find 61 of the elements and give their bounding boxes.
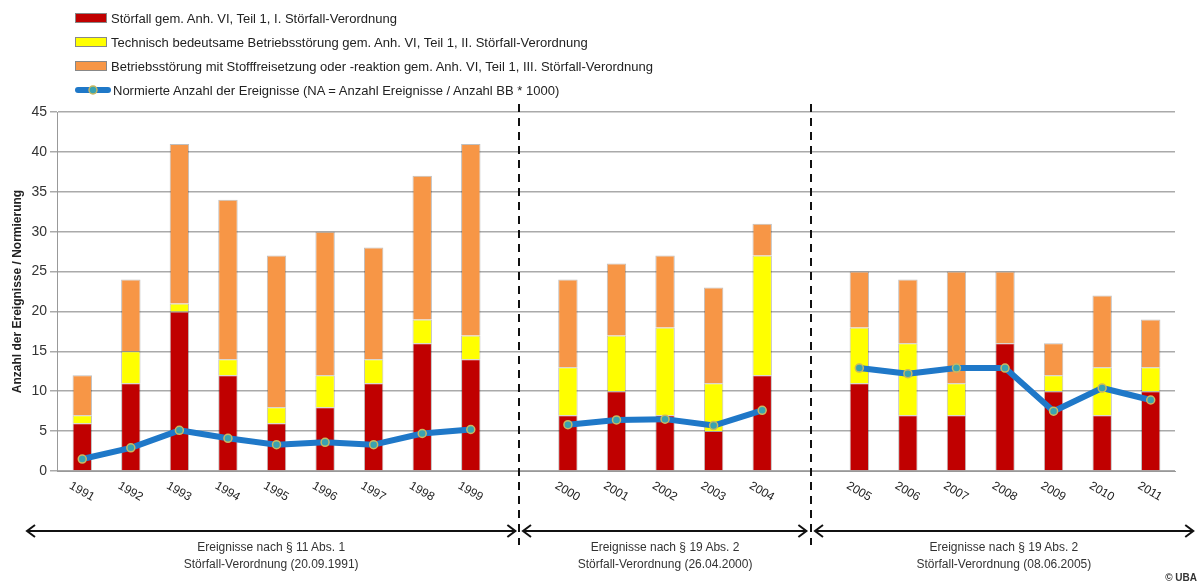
- y-tick-label: 20: [31, 302, 48, 319]
- y-tick-label: 40: [31, 142, 48, 159]
- point: [271, 439, 282, 450]
- y-tick-label: 0: [39, 461, 48, 478]
- point: [174, 425, 185, 436]
- point: [126, 443, 136, 453]
- x-tick-label: 2010: [1086, 478, 1118, 504]
- point: [951, 363, 962, 373]
- x-tick-label: 2004: [747, 478, 778, 504]
- legend-label: Technisch bedeutsame Betriebsstörung gem. Anh. VI, Teil 1, II. Störfall-Verordnung: [111, 34, 588, 50]
- x-tick-label: 2000: [552, 478, 584, 504]
- x-tick-label: 2008: [989, 478, 1021, 504]
- x-tick-label: 2011: [1135, 478, 1166, 504]
- point: [563, 419, 573, 430]
- point: [611, 415, 622, 425]
- y-tick-label: 25: [31, 262, 48, 279]
- point: [1000, 363, 1010, 373]
- x-tick-label: 2007: [941, 478, 972, 504]
- x-tick-label: 2009: [1038, 478, 1069, 504]
- point: [708, 420, 719, 431]
- x-tick-label: 1993: [164, 478, 195, 504]
- x-tick-label: 1998: [407, 478, 438, 504]
- point: [1048, 406, 1059, 416]
- y-tick-label: 35: [31, 182, 48, 199]
- text: Ereignisse nach § 11 Abs. 1 Störfall-Verordnung (20.09.1991): [182, 539, 360, 573]
- y-tick-label: 10: [31, 382, 48, 399]
- y-tick-label: 30: [31, 222, 48, 239]
- legend-label: Betriebsstörung mit Stofffreisetzung oder -reaktion gem. Anh. VI, Teil 1, III. Störfall-Verordnung: [111, 58, 653, 74]
- point: [223, 433, 233, 444]
- point: [320, 437, 330, 448]
- text: Ereignisse nach § 19 Abs. 2 Störfall-Verordnung (26.04.2000): [576, 539, 754, 573]
- x-tick-label: 2001: [601, 478, 632, 504]
- point: [757, 405, 767, 416]
- point: [466, 424, 476, 435]
- x-tick-label: 1999: [455, 478, 487, 504]
- y-axis-title: Anzahl der Ereignisse / Normierung: [9, 189, 24, 394]
- x-tick-label: 2006: [892, 478, 924, 504]
- x-tick-label: 1996: [309, 478, 341, 504]
- point: [1097, 383, 1107, 393]
- point: [417, 428, 427, 439]
- point: [903, 368, 913, 379]
- legend-label: Normierte Anzahl der Ereignisse (NA = Anzahl Ereignisse / Anzahl BB * 1000): [113, 82, 560, 98]
- x-tick-label: 1995: [261, 478, 292, 504]
- y-tick-label: 5: [39, 421, 48, 438]
- x-tick-label: 1991: [67, 478, 98, 504]
- x-tick-label: 1994: [212, 478, 244, 504]
- text: © UBA: [1165, 571, 1197, 585]
- point: [77, 454, 88, 464]
- x-tick-label: 1997: [358, 478, 389, 504]
- legend-label: Störfall gem. Anh. VI, Teil 1, I. Störfall-Verordnung: [111, 10, 397, 26]
- x-tick-label: 2002: [649, 478, 681, 504]
- x-tick-label: 2003: [698, 478, 729, 504]
- y-tick-label: 15: [31, 342, 48, 359]
- text: Ereignisse nach § 19 Abs. 2 Störfall-Verordnung (08.06.2005): [915, 539, 1093, 573]
- x-tick-label: 2005: [844, 478, 875, 504]
- point: [368, 439, 379, 450]
- point: [660, 414, 670, 424]
- x-tick-label: 1992: [115, 478, 147, 504]
- point: [854, 363, 865, 373]
- point: [1145, 395, 1156, 405]
- y-tick-label: 45: [31, 102, 48, 119]
